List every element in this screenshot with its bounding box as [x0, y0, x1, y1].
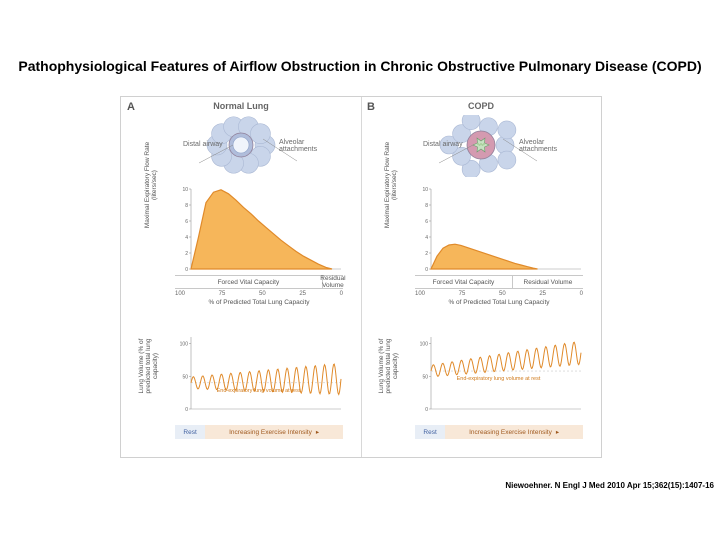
panel-b-vol-ylabel: Lung Volume (% of predicted total lung c… [367, 335, 415, 413]
end-expiratory-annot: End-expiratory lung volume at rest [457, 376, 541, 382]
svg-text:100: 100 [420, 342, 429, 348]
panel-a-flow-xlabel: % of Predicted Total Lung Capacity [175, 299, 343, 306]
panel-a-vol-footer: RestIncreasing Exercise Intensity ▸ [175, 415, 343, 441]
panel-b-flow-xlabel: % of Predicted Total Lung Capacity [415, 299, 583, 306]
fvc-label: Forced Vital Capacity [415, 275, 513, 289]
panel-a-flow-xaxis: Forced Vital CapacityResidual Volume 100… [175, 275, 343, 313]
exercise-intensity-label: Increasing Exercise Intensity ▸ [445, 425, 583, 439]
panel-b-flow-chart: 0 2 4 6 8 10 [415, 185, 583, 275]
panel-b-volume-chart: 0 50 100 End-expiratory lung volume at rest [415, 335, 583, 413]
panel-a-flow-chart: 0 2 4 6 8 10 [175, 185, 343, 275]
rest-label: Rest [175, 425, 205, 439]
panel-a-distal-label: Distal airway [183, 141, 223, 148]
panel-b-alveolar-label: Alveolar attachments [519, 139, 569, 153]
svg-text:10: 10 [422, 187, 428, 193]
panel-b-title: COPD [361, 101, 601, 111]
fvc-label: Forced Vital Capacity [175, 275, 323, 289]
figure-container: A Normal Lung Distal airway Alveolar att… [120, 96, 602, 458]
page-title: Pathophysiological Features of Airflow O… [10, 58, 710, 75]
panel-b-distal-label: Distal airway [423, 141, 463, 148]
svg-text:0: 0 [425, 267, 428, 273]
panel-a-vol-ylabel: Lung Volume (% of predicted total lung c… [127, 335, 175, 413]
panel-b: B COPD Distal airway Alveolar attachment… [361, 97, 601, 457]
svg-text:100: 100 [180, 342, 189, 348]
end-expiratory-annot: End-expiratory lung volume at rest [217, 388, 301, 394]
panel-a: A Normal Lung Distal airway Alveolar att… [121, 97, 362, 457]
svg-text:0: 0 [425, 407, 428, 413]
svg-text:8: 8 [425, 203, 428, 209]
svg-text:6: 6 [185, 219, 188, 225]
rv-label: Residual Volume [513, 275, 583, 289]
panel-b-flow-ylabel: Maximal Expiratory Flow Rate (liters/sec… [367, 185, 415, 275]
rv-label: Residual Volume [323, 275, 343, 289]
panel-a-flow-ylabel: Maximal Expiratory Flow Rate (liters/sec… [127, 185, 175, 275]
svg-text:4: 4 [185, 235, 188, 241]
svg-text:8: 8 [185, 203, 188, 209]
svg-text:0: 0 [185, 407, 188, 413]
panel-a-title: Normal Lung [121, 101, 361, 111]
panel-b-flow-xaxis: Forced Vital CapacityResidual Volume 100… [415, 275, 583, 313]
citation: Niewoehner. N Engl J Med 2010 Apr 15;362… [505, 481, 714, 490]
svg-text:50: 50 [422, 374, 428, 380]
svg-text:2: 2 [425, 251, 428, 257]
exercise-intensity-label: Increasing Exercise Intensity ▸ [205, 425, 343, 439]
svg-text:0: 0 [185, 267, 188, 273]
svg-text:2: 2 [185, 251, 188, 257]
panel-b-vol-footer: RestIncreasing Exercise Intensity ▸ [415, 415, 583, 441]
svg-text:6: 6 [425, 219, 428, 225]
svg-text:50: 50 [182, 374, 188, 380]
rest-label: Rest [415, 425, 445, 439]
panel-a-volume-chart: 0 50 100 End-expiratory lung volume at rest [175, 335, 343, 413]
svg-text:10: 10 [182, 187, 188, 193]
svg-text:4: 4 [425, 235, 428, 241]
panel-a-alveolar-label: Alveolar attachments [279, 139, 319, 153]
